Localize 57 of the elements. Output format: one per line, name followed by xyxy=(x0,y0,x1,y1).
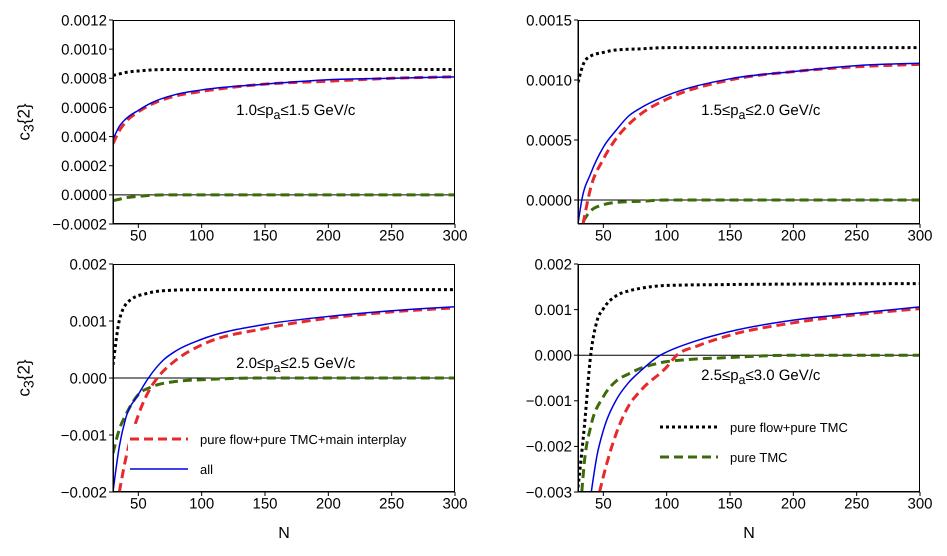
annotation: 2.5≤p$_{a}$≤3.0 GeV/c xyxy=(701,366,820,387)
x-tick-label: 100 xyxy=(654,496,680,513)
x-tick-label: 100 xyxy=(189,228,214,245)
x-tick-label: 200 xyxy=(316,496,341,513)
y-tick-label: 0.001 xyxy=(534,302,572,319)
x-tick-label: 150 xyxy=(717,228,743,245)
x-tick-label: 250 xyxy=(844,228,870,245)
x-tick-label: 50 xyxy=(130,228,147,245)
y-tick-label: 0.002 xyxy=(534,256,572,274)
x-tick-label: 300 xyxy=(442,228,468,245)
y-tick-label: 0.0000 xyxy=(526,192,572,210)
annotation: 1.5≤p$_{a}$≤2.0 GeV/c xyxy=(701,102,820,122)
x-tick-label: 250 xyxy=(379,496,404,513)
y-tick-label: 0.0008 xyxy=(61,70,107,88)
x-axis-title: N xyxy=(743,525,755,542)
x-tick-label: 250 xyxy=(844,496,870,513)
legend-label: pure flow+pure TMC+main interplay xyxy=(200,432,406,446)
x-tick-label: 100 xyxy=(189,496,214,513)
y-tick-label: −0.002 xyxy=(526,438,572,456)
y-tick-label: 0.0002 xyxy=(61,158,107,176)
y-tick-label: 0.0015 xyxy=(526,12,572,30)
legend-label: pure flow+pure TMC xyxy=(730,420,848,434)
y-tick-label: −0.0002 xyxy=(52,216,107,234)
x-tick-label: 300 xyxy=(907,228,933,245)
x-tick-label: 150 xyxy=(717,496,743,513)
x-tick-label: 200 xyxy=(316,228,341,245)
y-tick-label: 0.002 xyxy=(69,256,107,274)
x-tick-label: 300 xyxy=(442,496,468,513)
y-tick-label: 0.0004 xyxy=(61,128,107,146)
x-tick-label: 50 xyxy=(130,496,147,513)
x-tick-label: 150 xyxy=(252,228,278,245)
x-tick-label: 100 xyxy=(654,228,680,245)
y-tick-label: −0.002 xyxy=(60,484,107,502)
x-tick-label: 200 xyxy=(780,228,806,245)
x-tick-label: 150 xyxy=(252,496,278,513)
y-tick-label: 0.0000 xyxy=(61,187,107,204)
y-tick-label: 0.0006 xyxy=(61,100,107,117)
x-tick-label: 250 xyxy=(379,228,404,245)
y-tick-label: −0.001 xyxy=(60,427,107,444)
x-axis-title: N xyxy=(278,525,290,542)
x-tick-label: 300 xyxy=(907,496,933,513)
y-tick-label: 0.000 xyxy=(534,348,572,365)
y-tick-label: 0.0010 xyxy=(61,41,107,58)
x-tick-label: 200 xyxy=(780,496,806,513)
y-tick-label: −0.003 xyxy=(526,484,572,502)
y-tick-label: −0.001 xyxy=(526,393,572,410)
legend-label: pure TMC xyxy=(730,450,788,464)
y-tick-label: 0.001 xyxy=(69,313,107,330)
y-tick-label: 0.0010 xyxy=(526,72,572,90)
annotation: 2.0≤p$_{a}$≤2.5 GeV/c xyxy=(236,355,356,376)
x-tick-label: 50 xyxy=(594,496,612,513)
x-tick-label: 50 xyxy=(594,228,612,245)
y-tick-label: 0.0005 xyxy=(526,132,572,150)
y-tick-label: 0.000 xyxy=(69,370,107,388)
legend-label: all xyxy=(200,462,214,476)
annotation: 1.0≤p$_{a}$≤1.5 GeV/c xyxy=(236,102,356,122)
y-tick-label: 0.0012 xyxy=(61,12,107,30)
